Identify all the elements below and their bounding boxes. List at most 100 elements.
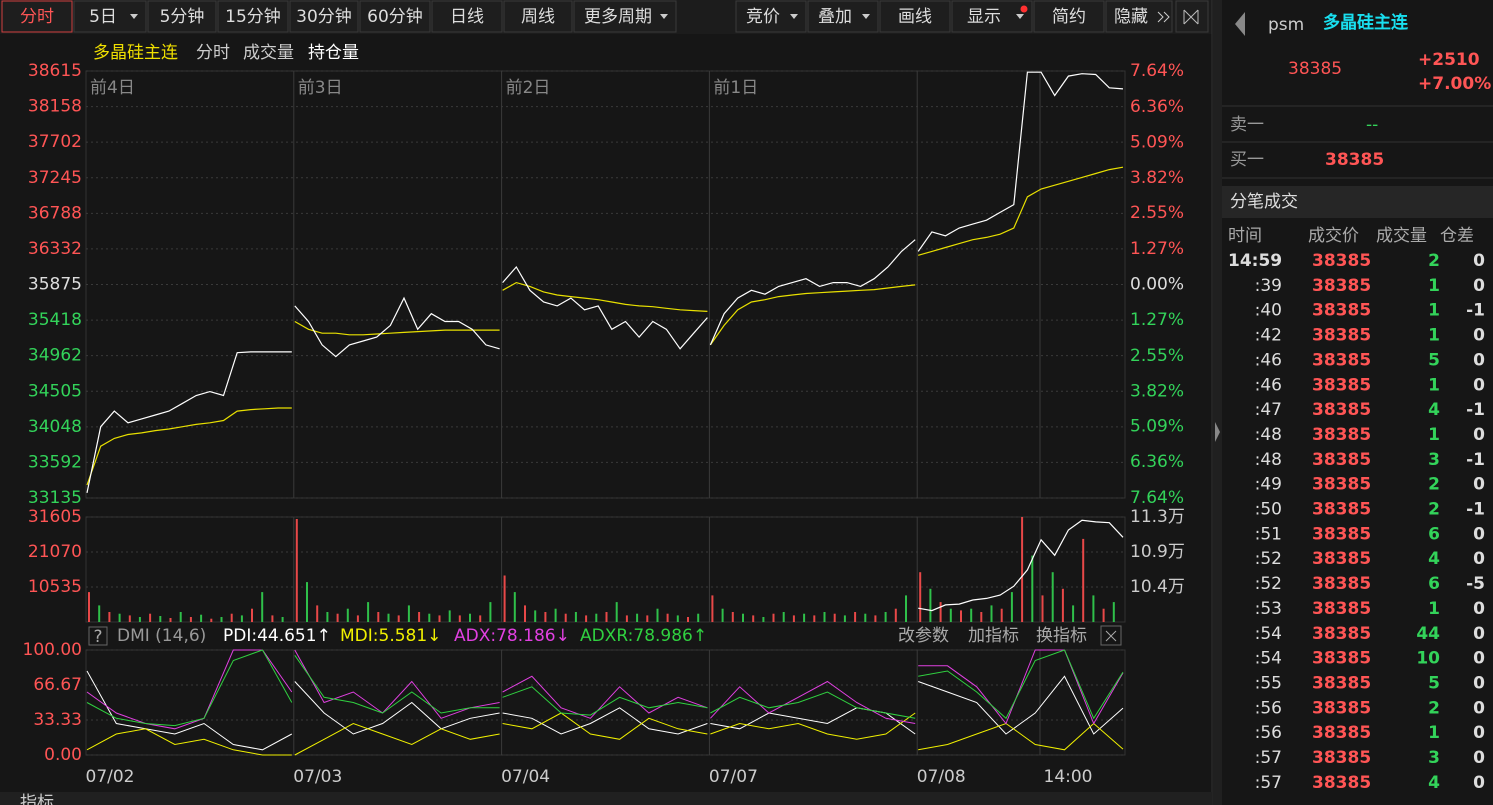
period-button[interactable] xyxy=(431,0,503,33)
day-label: 前2日 xyxy=(506,78,551,98)
tool-label[interactable]: 竞价 xyxy=(746,7,780,27)
dropdown-arrow xyxy=(660,14,668,19)
volume-bar xyxy=(534,610,537,622)
volume-bar xyxy=(220,617,223,622)
average-line xyxy=(86,407,292,486)
period-button[interactable] xyxy=(359,0,431,33)
trade-time: :56 xyxy=(1255,723,1282,743)
y2-tick-label: 1.27% xyxy=(1130,310,1184,330)
volume-bar xyxy=(960,610,962,622)
dmi-line xyxy=(294,649,500,719)
x-tick-label: 07/03 xyxy=(293,767,342,787)
ask-value: -- xyxy=(1366,115,1378,135)
volume-bar xyxy=(524,605,526,622)
trade-volume: 4 xyxy=(1428,773,1440,793)
period-label[interactable]: 5分钟 xyxy=(160,7,205,27)
trade-price: 38385 xyxy=(1312,524,1371,544)
chart-label[interactable]: 持仓量 xyxy=(308,43,359,63)
collapse-arrow[interactable] xyxy=(1215,422,1220,442)
indicator-legend: PDI:44.651↑ xyxy=(223,626,331,646)
y-tick-label: 21070 xyxy=(28,542,82,562)
tool-label[interactable]: 显示 xyxy=(967,7,1001,27)
period-button[interactable] xyxy=(503,0,573,33)
x-tick-label: 07/08 xyxy=(917,767,966,787)
chart-label[interactable]: 分时 xyxy=(196,43,230,63)
trade-volume: 1 xyxy=(1428,599,1440,619)
tool-button[interactable] xyxy=(1033,0,1105,33)
trade-volume: 1 xyxy=(1428,723,1440,743)
trade-oi-change: 0 xyxy=(1473,698,1485,718)
indicator-button[interactable]: 换指标 xyxy=(1036,626,1087,646)
close-button[interactable] xyxy=(1100,625,1122,646)
trade-volume: 6 xyxy=(1428,574,1440,594)
volume-bar xyxy=(676,615,679,622)
y-tick-label: 34048 xyxy=(28,417,82,437)
volume-bar xyxy=(240,615,243,622)
trade-time: :55 xyxy=(1255,673,1282,693)
volume-bar xyxy=(752,615,755,622)
period-label[interactable]: 60分钟 xyxy=(367,7,423,27)
period-label[interactable]: 周线 xyxy=(521,7,555,27)
tool-label[interactable]: 画线 xyxy=(898,7,932,27)
indicator-button[interactable]: 加指标 xyxy=(968,626,1019,646)
period-button[interactable] xyxy=(289,0,359,33)
trade-oi-change: 0 xyxy=(1473,748,1485,768)
volume-bar xyxy=(929,588,932,622)
period-button[interactable] xyxy=(217,0,289,33)
x-tick-label: 07/07 xyxy=(709,767,758,787)
tool-label[interactable]: 简约 xyxy=(1052,7,1086,27)
volume-bar xyxy=(762,617,765,622)
indicator-button[interactable]: 改参数 xyxy=(898,626,949,646)
period-label[interactable]: 5日 xyxy=(89,7,117,27)
chart-label[interactable]: 成交量 xyxy=(243,43,294,63)
volume-bar xyxy=(803,613,806,622)
volume-bar xyxy=(479,615,482,622)
y2-tick-label: 1.27% xyxy=(1130,239,1184,259)
average-line xyxy=(709,284,916,346)
volume-bar xyxy=(1010,592,1013,622)
volume-bar xyxy=(813,615,816,622)
indicator-legend: ADXR:78.986↑ xyxy=(580,626,707,646)
bottom-tab[interactable]: 指标 xyxy=(20,793,54,805)
collapse-bar[interactable] xyxy=(1213,0,1222,805)
period-label[interactable]: 更多周期 xyxy=(584,7,652,27)
dmi-line xyxy=(918,649,1124,725)
y-tick-label: 36788 xyxy=(28,203,82,223)
volume-bar xyxy=(595,613,598,622)
volume-bar xyxy=(1021,517,1024,622)
volume-bar xyxy=(469,613,471,622)
dropdown-arrow xyxy=(790,14,798,19)
period-button[interactable] xyxy=(573,0,677,33)
fullscreen-icon[interactable] xyxy=(1183,9,1199,25)
period-button[interactable] xyxy=(147,0,217,33)
day-label: 前4日 xyxy=(90,78,135,98)
period-label[interactable]: 分时 xyxy=(20,7,54,27)
tool-button[interactable] xyxy=(951,0,1033,33)
volume-bar xyxy=(1072,605,1075,622)
trade-time: :56 xyxy=(1255,698,1282,718)
dmi-line xyxy=(502,675,708,719)
tool-button[interactable] xyxy=(879,0,951,33)
trade-volume: 4 xyxy=(1428,400,1440,420)
period-label[interactable]: 15分钟 xyxy=(225,7,281,27)
period-label[interactable]: 日线 xyxy=(450,7,484,27)
trade-volume: 2 xyxy=(1428,500,1440,520)
y-tick-label: 38615 xyxy=(28,61,82,81)
fullscreen-button[interactable] xyxy=(1175,0,1209,33)
volume-bar xyxy=(980,612,983,622)
help-icon[interactable] xyxy=(88,626,108,646)
ask-label: 卖一 xyxy=(1230,115,1264,135)
tool-label[interactable]: 隐藏 xyxy=(1114,7,1148,27)
volume-bar xyxy=(544,612,547,622)
y2-tick-label: 10.9万 xyxy=(1130,542,1185,562)
tool-label[interactable]: 叠加 xyxy=(818,7,852,27)
y-tick-label: 37245 xyxy=(28,168,82,188)
period-button[interactable] xyxy=(1,0,73,33)
dmi-line xyxy=(710,691,916,719)
dmi-line xyxy=(86,670,293,751)
close-icon[interactable] xyxy=(1105,630,1117,642)
period-label[interactable]: 30分钟 xyxy=(296,7,352,27)
back-arrow[interactable] xyxy=(1235,12,1245,36)
trade-time: :42 xyxy=(1255,326,1282,346)
tool-button[interactable] xyxy=(1105,0,1173,33)
